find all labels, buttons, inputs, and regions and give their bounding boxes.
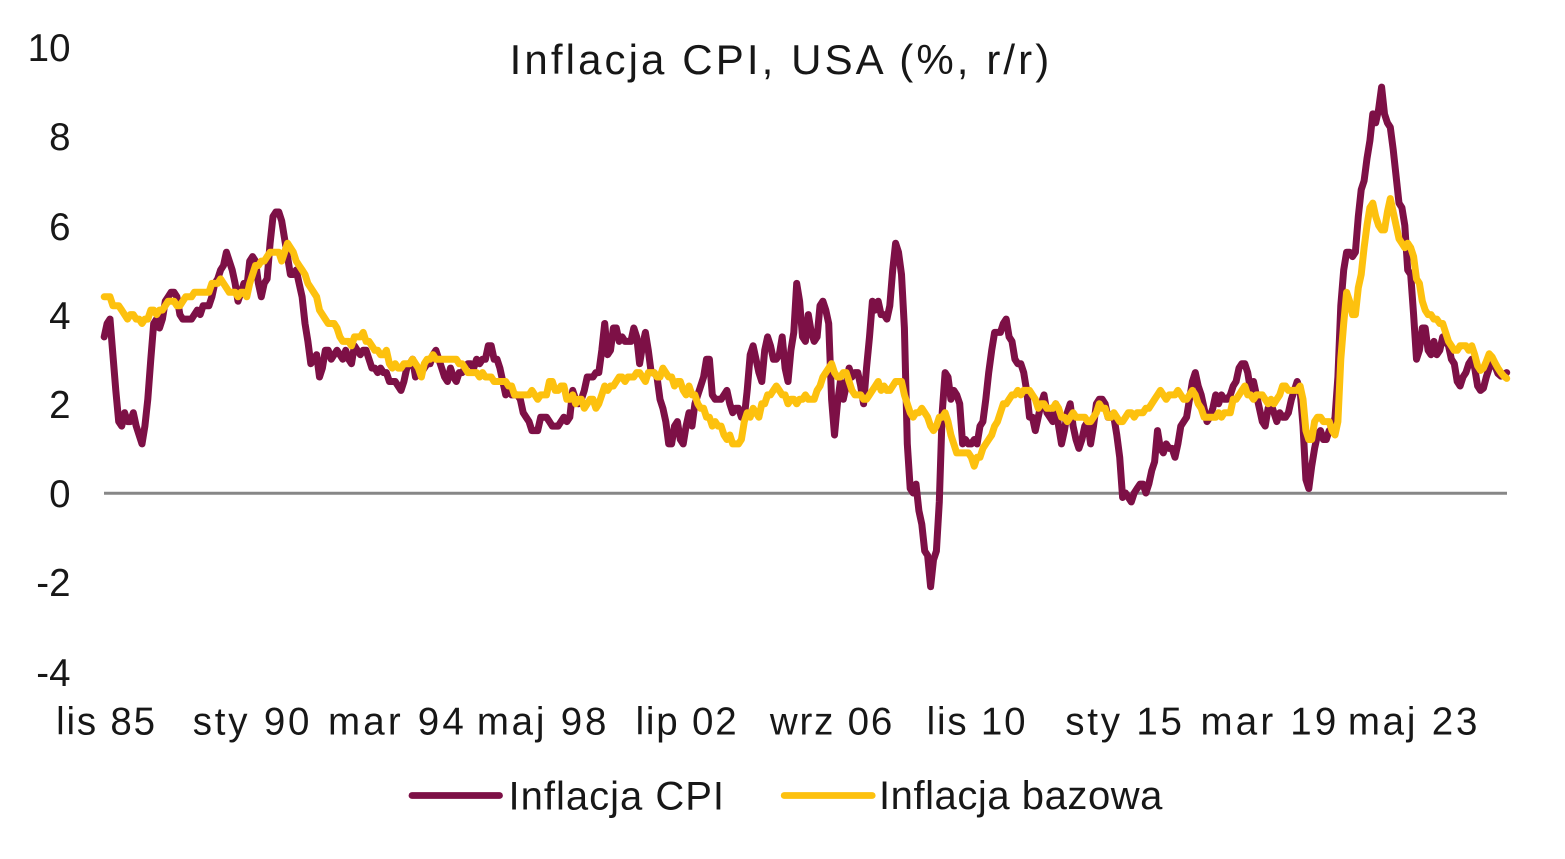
svg-text:mar 94: mar 94 — [328, 701, 467, 744]
svg-text:maj 98: maj 98 — [477, 701, 609, 744]
svg-text:10: 10 — [28, 27, 71, 70]
svg-text:wrz 06: wrz 06 — [769, 701, 894, 744]
svg-text:-2: -2 — [36, 562, 70, 605]
svg-text:Inflacja CPI, USA (%, r/r): Inflacja CPI, USA (%, r/r) — [510, 36, 1053, 83]
svg-text:mar 19: mar 19 — [1200, 701, 1339, 744]
svg-text:Inflacja bazowa: Inflacja bazowa — [879, 774, 1163, 818]
svg-text:0: 0 — [49, 473, 70, 516]
svg-text:Inflacja CPI: Inflacja CPI — [509, 775, 726, 819]
svg-text:4: 4 — [49, 295, 70, 338]
svg-text:-4: -4 — [36, 652, 70, 695]
svg-text:maj 23: maj 23 — [1348, 701, 1480, 744]
svg-text:6: 6 — [49, 206, 70, 249]
svg-text:lip 02: lip 02 — [636, 701, 739, 744]
svg-text:2: 2 — [49, 384, 70, 427]
svg-text:lis 10: lis 10 — [927, 701, 1028, 744]
svg-text:sty 15: sty 15 — [1065, 701, 1185, 744]
svg-text:sty 90: sty 90 — [193, 701, 313, 744]
svg-text:8: 8 — [49, 116, 70, 159]
svg-text:lis 85: lis 85 — [56, 701, 157, 744]
